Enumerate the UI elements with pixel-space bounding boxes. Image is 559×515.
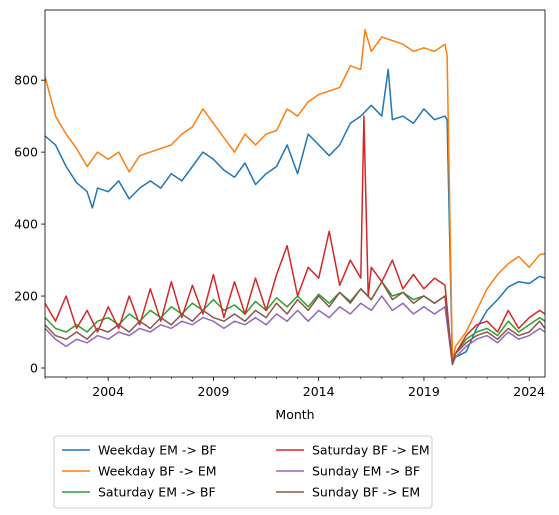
x-tick-label: 2009 [198, 384, 230, 399]
series-line-2 [45, 29, 545, 362]
legend: Weekday EM -> BF Weekday BF -> EM Saturday… [53, 435, 433, 509]
legend-label: Sunday EM -> BF [312, 464, 420, 479]
series-line-1 [45, 68, 545, 364]
x-axis-title: Month [275, 407, 314, 422]
legend-label: Weekday BF -> EM [98, 464, 217, 479]
legend-label: Sunday BF -> EM [312, 485, 420, 500]
series-line-5 [45, 295, 545, 366]
y-tick-label: 200 [14, 289, 38, 304]
legend-label: Saturday BF -> EM [312, 443, 430, 458]
x-tick-label: 2004 [92, 384, 124, 399]
y-tick-label: 800 [14, 73, 38, 88]
x-tick-label: 2024 [513, 384, 545, 399]
legend-label: Saturday EM -> BF [98, 485, 216, 500]
y-tick-label: 0 [30, 361, 38, 376]
series-line-3 [45, 280, 545, 364]
legend-label: Weekday EM -> BF [98, 443, 217, 458]
y-tick-label: 600 [14, 145, 38, 160]
y-tick-label: 400 [14, 217, 38, 232]
series-line-4 [45, 115, 545, 366]
plot-frame [44, 9, 546, 378]
x-tick-label: 2019 [408, 384, 440, 399]
series-layer [45, 29, 545, 366]
axes-layer: 2004 2009 2014 2019 2024 0 200 400 600 800 [14, 9, 546, 399]
legend-box [53, 435, 433, 509]
x-tick-label: 2014 [303, 384, 335, 399]
series-line-6 [45, 280, 545, 366]
